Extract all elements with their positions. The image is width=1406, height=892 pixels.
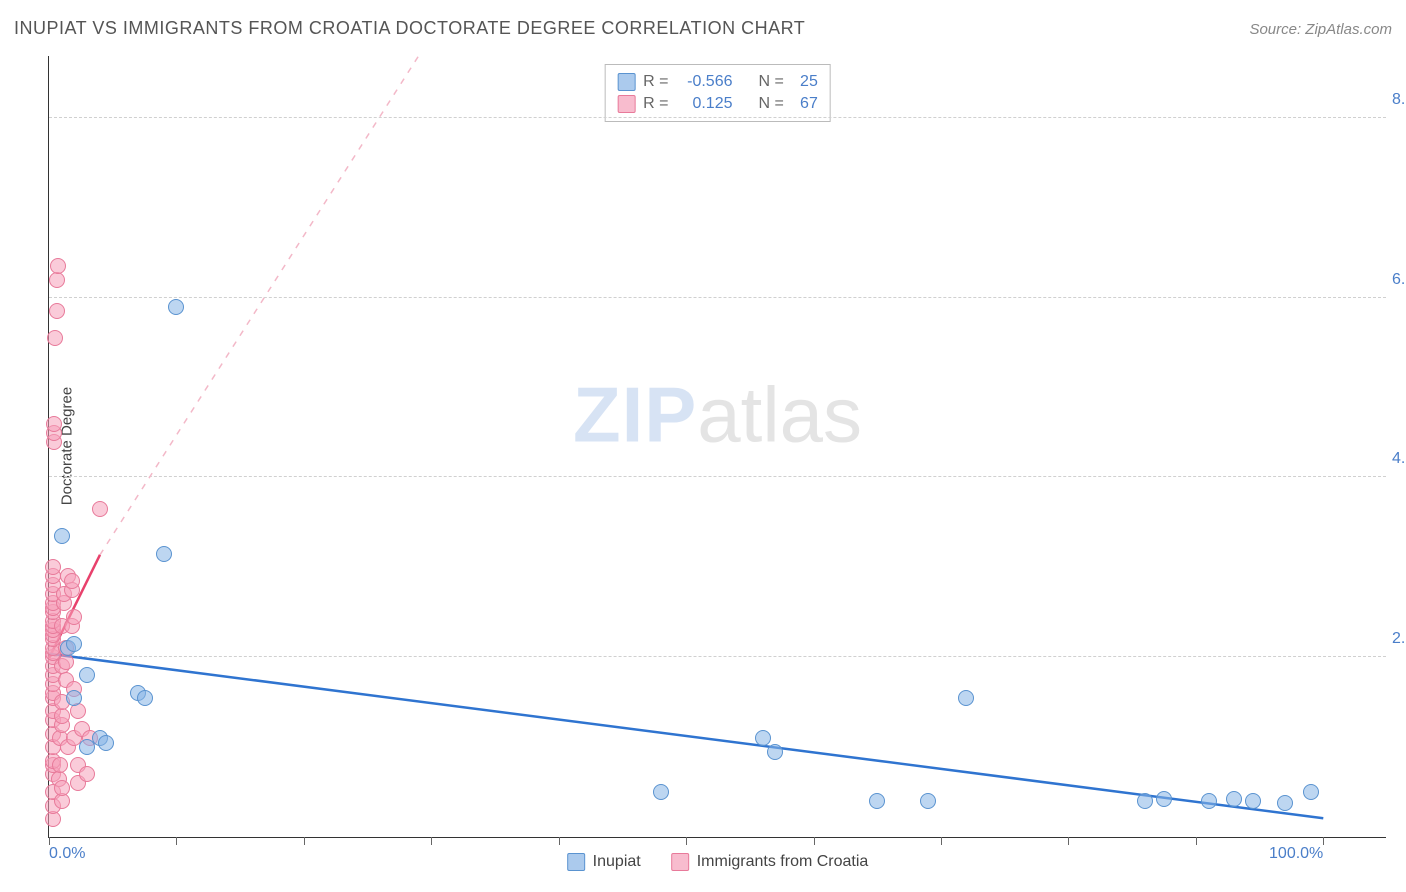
scatter-point-pink (79, 766, 95, 782)
scatter-point-blue (1277, 795, 1293, 811)
trend-svg (49, 56, 1387, 838)
scatter-point-pink (52, 757, 68, 773)
scatter-point-pink (45, 559, 61, 575)
scatter-point-pink (92, 501, 108, 517)
legend-swatch-blue (567, 853, 585, 871)
x-tick-mark (304, 837, 305, 845)
y-tick-label: 2.0% (1392, 630, 1406, 648)
scatter-point-blue (755, 730, 771, 746)
scatter-point-blue (1245, 793, 1261, 809)
chart-title: INUPIAT VS IMMIGRANTS FROM CROATIA DOCTO… (14, 18, 805, 39)
scatter-point-blue (1156, 791, 1172, 807)
x-tick-mark (431, 837, 432, 845)
scatter-point-blue (869, 793, 885, 809)
series-legend: Inupiat Immigrants from Croatia (567, 853, 869, 871)
scatter-point-blue (54, 528, 70, 544)
scatter-point-blue (137, 690, 153, 706)
y-tick-label: 6.0% (1392, 271, 1406, 289)
scatter-point-blue (156, 546, 172, 562)
scatter-point-blue (767, 744, 783, 760)
legend-label: Inupiat (593, 853, 641, 871)
scatter-point-blue (920, 793, 936, 809)
x-tick-label: 0.0% (49, 845, 85, 863)
legend-swatch-pink (671, 853, 689, 871)
y-tick-label: 4.0% (1392, 450, 1406, 468)
legend-item: Immigrants from Croatia (671, 853, 869, 871)
scatter-point-blue (98, 735, 114, 751)
source-label: Source: ZipAtlas.com (1249, 21, 1392, 38)
scatter-point-pink (47, 330, 63, 346)
scatter-point-blue (958, 690, 974, 706)
x-tick-mark (1323, 837, 1324, 845)
x-tick-mark (1068, 837, 1069, 845)
scatter-point-blue (66, 636, 82, 652)
scatter-point-pink (46, 416, 62, 432)
x-tick-label: 100.0% (1269, 845, 1323, 863)
y-tick-label: 8.0% (1392, 91, 1406, 109)
x-tick-mark (559, 837, 560, 845)
scatter-point-blue (1303, 784, 1319, 800)
scatter-point-blue (66, 690, 82, 706)
legend-label: Immigrants from Croatia (697, 853, 869, 871)
scatter-point-pink (49, 303, 65, 319)
trend-line-blue (49, 654, 1323, 818)
plot-area: ZIPatlas R = -0.566 N = 25 R = 0.125 N =… (48, 56, 1386, 838)
scatter-point-blue (1137, 793, 1153, 809)
x-tick-mark (49, 837, 50, 845)
x-tick-mark (1196, 837, 1197, 845)
scatter-point-blue (1201, 793, 1217, 809)
scatter-point-blue (1226, 791, 1242, 807)
scatter-point-pink (64, 573, 80, 589)
scatter-point-blue (653, 784, 669, 800)
x-tick-mark (814, 837, 815, 845)
scatter-point-blue (79, 667, 95, 683)
x-tick-mark (176, 837, 177, 845)
scatter-point-pink (66, 609, 82, 625)
scatter-point-blue (168, 299, 184, 315)
x-tick-mark (686, 837, 687, 845)
trend-line-pink-dashed (100, 56, 419, 555)
x-tick-mark (941, 837, 942, 845)
scatter-point-pink (54, 780, 70, 796)
scatter-point-pink (50, 258, 66, 274)
plot-container: ZIPatlas R = -0.566 N = 25 R = 0.125 N =… (48, 56, 1386, 838)
legend-item: Inupiat (567, 853, 641, 871)
